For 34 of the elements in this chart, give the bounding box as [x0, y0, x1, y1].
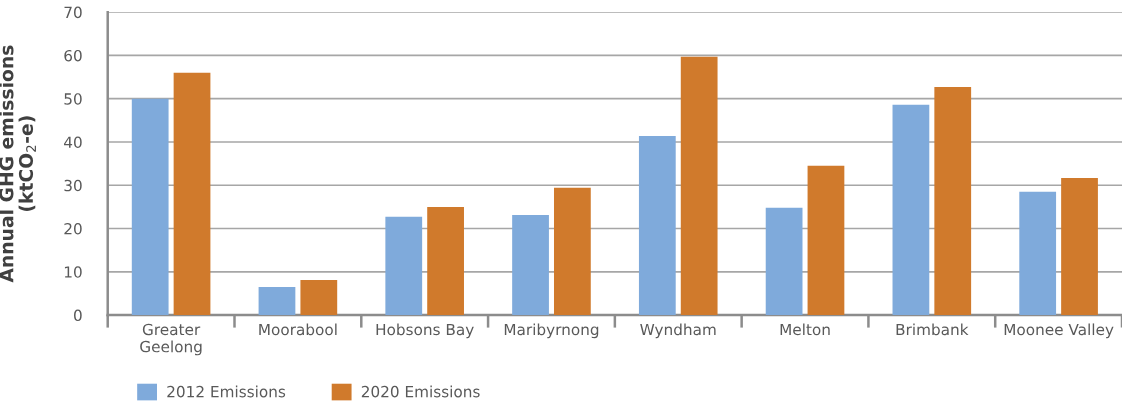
bar: [554, 187, 591, 316]
x-tick-label: Hobsons Bay: [376, 323, 474, 339]
y-tick-label: 30: [64, 179, 82, 192]
bar: [258, 286, 296, 316]
bar: [173, 72, 211, 316]
legend-label: 2012 Emissions: [167, 385, 286, 398]
x-tick-label: Maribyrnong: [504, 323, 599, 339]
bar: [385, 216, 423, 316]
y-tick-label: 60: [64, 49, 82, 62]
y-tick-label: 50: [64, 93, 82, 105]
bar: [131, 98, 169, 316]
bar: [638, 135, 676, 316]
y-tick-label: 0: [74, 309, 82, 322]
bar: [512, 215, 549, 316]
y-tick-label: 10: [64, 266, 82, 278]
bar: [765, 207, 803, 316]
bar: [1061, 177, 1098, 316]
bar: [1019, 191, 1057, 316]
bar: [427, 206, 464, 316]
x-tick-label: Brimbank: [896, 323, 969, 336]
x-tick-label: Moorabool: [259, 323, 337, 336]
x-tick-label: Greater Geelong: [140, 323, 202, 356]
y-tick-label: 20: [64, 223, 82, 235]
x-tick-label: Wyndham: [640, 323, 716, 339]
bar: [300, 280, 338, 316]
bar: [934, 87, 972, 316]
legend-label: 2020 Emissions: [361, 385, 480, 398]
y-tick-label: 40: [64, 136, 82, 148]
x-tick-label: Moonee Valley: [1004, 323, 1114, 339]
x-tick-label: Melton: [780, 323, 830, 336]
y-tick-label: 70: [64, 6, 82, 19]
bar: [807, 165, 845, 316]
bar: [892, 104, 930, 316]
bar: [680, 56, 718, 316]
